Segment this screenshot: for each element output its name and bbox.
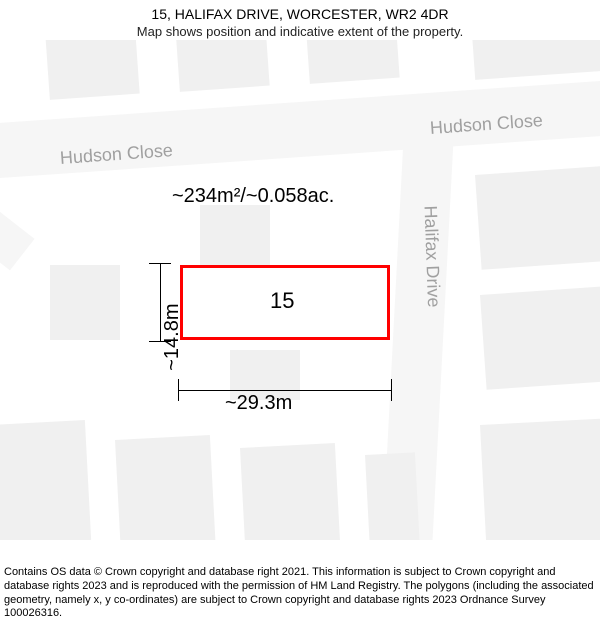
plot-0 (45, 40, 140, 100)
plot-1 (175, 40, 270, 92)
plot-8 (50, 265, 120, 340)
plot-5 (480, 286, 600, 390)
copyright-footer: Contains OS data © Crown copyright and d… (4, 566, 596, 621)
dim-width-tick-1 (391, 379, 392, 401)
header: 15, HALIFAX DRIVE, WORCESTER, WR2 4DR Ma… (0, 0, 600, 39)
plot-3 (470, 40, 600, 80)
property-number: 15 (270, 288, 294, 314)
dim-width-label: ~29.3m (225, 392, 292, 415)
page-subtitle: Map shows position and indicative extent… (0, 24, 600, 39)
dim-width-line (178, 390, 392, 391)
plot-4 (475, 166, 600, 270)
area-label: ~234m²/~0.058ac. (172, 185, 334, 208)
plot-6 (200, 205, 270, 265)
road-label-2: Halifax Drive (420, 205, 445, 308)
property-map: 15~234m²/~0.058ac.Hudson CloseHudson Clo… (0, 40, 600, 540)
plot-10 (115, 435, 216, 540)
page-title: 15, HALIFAX DRIVE, WORCESTER, WR2 4DR (0, 6, 600, 22)
dim-height-tick-0 (149, 263, 171, 264)
dim-width-tick-0 (178, 379, 179, 401)
plot-9 (0, 420, 91, 540)
road-hudson-close-branch (0, 165, 35, 270)
page: 15, HALIFAX DRIVE, WORCESTER, WR2 4DR Ma… (0, 0, 600, 625)
plot-12 (365, 452, 420, 540)
plot-11 (240, 443, 340, 540)
plot-2 (305, 40, 400, 84)
dim-height-label: ~14.8m (161, 304, 184, 371)
plot-13 (480, 418, 600, 540)
